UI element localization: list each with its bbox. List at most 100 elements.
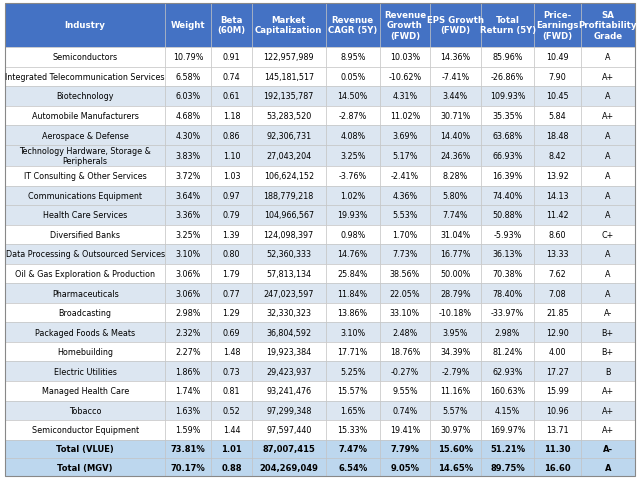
Text: 1.79: 1.79 (223, 269, 240, 278)
Text: 3.25%: 3.25% (340, 152, 365, 161)
Bar (5, 303, 165, 323)
Text: B: B (605, 367, 611, 376)
Text: 62.93%: 62.93% (492, 367, 523, 376)
Bar (5, 361, 165, 381)
Text: 33.10%: 33.10% (390, 309, 420, 317)
Text: 66.93%: 66.93% (492, 152, 523, 161)
Text: Weight: Weight (171, 22, 205, 30)
Text: 17.27: 17.27 (546, 367, 569, 376)
Text: 85.96%: 85.96% (492, 53, 523, 62)
Text: 8.60: 8.60 (548, 230, 566, 240)
Bar (211, 264, 252, 284)
Bar (580, 87, 635, 107)
Bar (211, 303, 252, 323)
Text: 5.25%: 5.25% (340, 367, 365, 376)
Text: -33.97%: -33.97% (491, 309, 524, 317)
Bar (165, 458, 211, 476)
Bar (534, 126, 580, 145)
Text: Biotechnology: Biotechnology (56, 92, 114, 101)
Text: 1.59%: 1.59% (175, 425, 201, 434)
Text: 14.50%: 14.50% (337, 92, 368, 101)
Bar (326, 225, 380, 245)
Text: 4.08%: 4.08% (340, 131, 365, 140)
Bar (211, 381, 252, 401)
Text: 7.90: 7.90 (548, 73, 566, 82)
Text: 1.03: 1.03 (223, 172, 240, 181)
Bar (252, 401, 326, 420)
Bar (430, 458, 481, 476)
Bar (252, 284, 326, 303)
Text: 30.71%: 30.71% (440, 112, 470, 121)
Bar (430, 323, 481, 342)
Bar (380, 145, 430, 167)
Text: B+: B+ (602, 348, 614, 357)
Text: 1.48: 1.48 (223, 348, 240, 357)
Bar (211, 401, 252, 420)
Bar (5, 186, 165, 205)
Bar (534, 186, 580, 205)
Text: 3.44%: 3.44% (443, 92, 468, 101)
Bar (580, 167, 635, 186)
Text: 247,023,597: 247,023,597 (264, 289, 314, 298)
Text: 0.77: 0.77 (223, 289, 240, 298)
Text: 13.33: 13.33 (546, 250, 569, 259)
Text: 3.06%: 3.06% (175, 269, 201, 278)
Text: 14.65%: 14.65% (438, 463, 473, 471)
Bar (380, 323, 430, 342)
Text: A+: A+ (602, 386, 614, 396)
Bar (165, 225, 211, 245)
Text: 2.48%: 2.48% (392, 328, 417, 337)
Text: 3.64%: 3.64% (175, 192, 201, 200)
Bar (534, 4, 580, 48)
Text: 21.85: 21.85 (546, 309, 569, 317)
Text: 22.05%: 22.05% (390, 289, 420, 298)
Bar (165, 48, 211, 68)
Text: 19,923,384: 19,923,384 (266, 348, 311, 357)
Text: 11.42: 11.42 (546, 211, 569, 220)
Text: 13.86%: 13.86% (338, 309, 368, 317)
Bar (481, 323, 534, 342)
Bar (430, 225, 481, 245)
Text: 35.35%: 35.35% (492, 112, 523, 121)
Text: 2.98%: 2.98% (175, 309, 201, 317)
Text: 3.10%: 3.10% (340, 328, 365, 337)
Bar (211, 323, 252, 342)
Text: 9.05%: 9.05% (390, 463, 419, 471)
Text: 109.93%: 109.93% (490, 92, 525, 101)
Bar (326, 167, 380, 186)
Bar (252, 458, 326, 476)
Text: 1.39: 1.39 (223, 230, 240, 240)
Bar (5, 342, 165, 361)
Text: 7.79%: 7.79% (390, 444, 419, 453)
Text: 1.70%: 1.70% (392, 230, 417, 240)
Bar (211, 4, 252, 48)
Text: 31.04%: 31.04% (440, 230, 470, 240)
Text: A: A (605, 152, 611, 161)
Bar (326, 126, 380, 145)
Text: 0.81: 0.81 (223, 386, 240, 396)
Text: 122,957,989: 122,957,989 (264, 53, 314, 62)
Text: 0.74: 0.74 (223, 73, 240, 82)
Bar (252, 48, 326, 68)
Text: 7.73%: 7.73% (392, 250, 418, 259)
Bar (430, 303, 481, 323)
Text: 1.18: 1.18 (223, 112, 240, 121)
Text: Homebuilding: Homebuilding (57, 348, 113, 357)
Bar (5, 458, 165, 476)
Text: 89.75%: 89.75% (490, 463, 525, 471)
Bar (481, 225, 534, 245)
Bar (380, 107, 430, 126)
Bar (326, 303, 380, 323)
Text: 3.95%: 3.95% (443, 328, 468, 337)
Text: Revenue
Growth
(FWD): Revenue Growth (FWD) (384, 12, 426, 40)
Bar (326, 458, 380, 476)
Bar (481, 440, 534, 458)
Text: 8.28%: 8.28% (443, 172, 468, 181)
Bar (165, 342, 211, 361)
Bar (5, 107, 165, 126)
Bar (534, 205, 580, 225)
Bar (252, 440, 326, 458)
Bar (165, 401, 211, 420)
Text: 7.47%: 7.47% (339, 444, 367, 453)
Text: 1.01: 1.01 (221, 444, 242, 453)
